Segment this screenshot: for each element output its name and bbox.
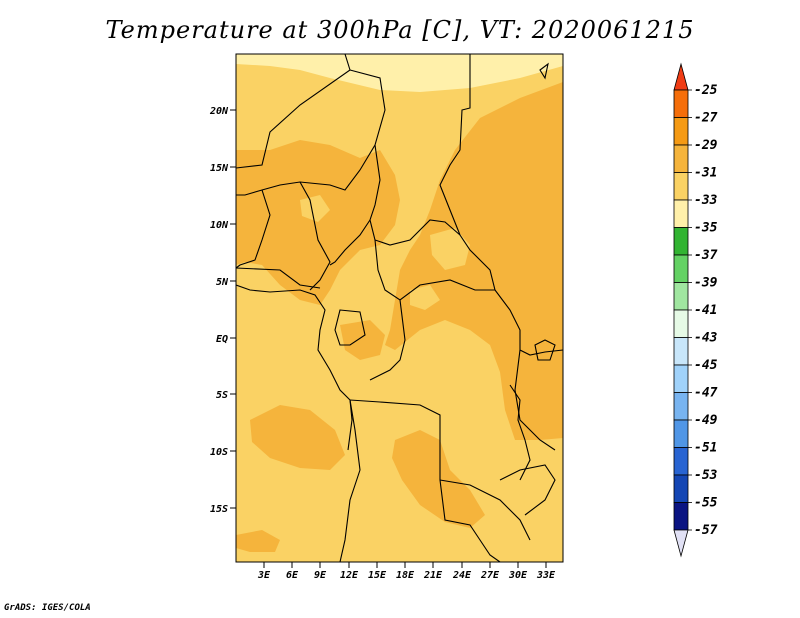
lon-tick-label: 21E	[423, 570, 443, 581]
map-panel	[236, 54, 563, 562]
cool-region-north	[236, 54, 563, 92]
lat-tick-label: 15N	[210, 163, 229, 174]
lat-tick-label: EQ	[216, 334, 228, 345]
colorbar-top-triangle	[673, 62, 689, 91]
warm-regions	[236, 82, 563, 552]
colorbar-label: -39	[694, 276, 718, 291]
colorbar-segment	[673, 309, 689, 338]
lat-tick-label: 20N	[209, 106, 229, 117]
colorbar-label: -47	[694, 386, 718, 401]
colorbar-label: -57	[694, 523, 718, 538]
colorbar-label: -33	[694, 193, 718, 208]
colorbar-label: -51	[694, 441, 717, 456]
map-frame	[235, 53, 564, 563]
colorbar-label: -55	[694, 496, 718, 511]
colorbar-label: -35	[694, 221, 718, 236]
colorbar-segment	[673, 172, 689, 201]
map-title: Temperature at 300hPa [C], VT: 202006121…	[105, 16, 695, 44]
cool-patches	[300, 195, 470, 310]
colorbar-segment	[673, 199, 689, 228]
colorbar-label: -29	[694, 138, 718, 153]
colorbar-segment	[673, 117, 689, 146]
lat-axis	[230, 109, 236, 509]
colorbar-segment	[673, 282, 689, 311]
colorbar-segment	[673, 144, 689, 173]
colorbar-segment	[673, 474, 689, 503]
country-borders	[236, 54, 563, 562]
colorbar-label: -31	[694, 166, 717, 181]
lat-tick-label: 10N	[210, 220, 229, 231]
lat-tick-label: 5S	[216, 390, 228, 401]
colorbar-segment	[673, 447, 689, 476]
lon-tick-label: 33E	[536, 570, 556, 581]
colorbar-segment	[673, 502, 689, 531]
colorbar-segment	[673, 337, 689, 366]
colorbar-label: -53	[694, 468, 718, 483]
lat-tick-label: 15S	[210, 504, 228, 515]
colorbar-segment	[673, 392, 689, 421]
coastline	[236, 62, 556, 481]
grads-credit: GrADS: IGES/COLA	[4, 603, 91, 613]
lon-tick-label: 15E	[368, 570, 387, 581]
lat-tick-label: 5N	[216, 277, 229, 288]
lat-tick-label: 10S	[210, 447, 228, 458]
colorbar-segment	[673, 364, 689, 393]
lon-tick-label: 30E	[508, 570, 528, 581]
colorbar-label: -37	[694, 248, 718, 263]
colorbar-segment	[673, 254, 689, 283]
lon-tick-label: 24E	[452, 570, 472, 581]
colorbar-label: -45	[694, 358, 718, 373]
colorbar-bottom-triangle	[673, 529, 689, 558]
lon-axis	[263, 562, 547, 568]
colorbar-label: -49	[694, 413, 718, 428]
lon-tick-label: 3E	[257, 570, 271, 581]
colorbar-label: -25	[694, 83, 718, 98]
lon-tick-label: 12E	[340, 570, 359, 581]
colorbar-label: -27	[694, 111, 718, 126]
lon-tick-label: 18E	[396, 570, 415, 581]
lon-tick-label: 27E	[480, 570, 500, 581]
colorbar-segment	[673, 89, 689, 118]
lon-tick-label: 9E	[314, 570, 327, 581]
colorbar-label: -41	[694, 303, 717, 318]
lon-tick-label: 6E	[286, 570, 299, 581]
colorbar-segment	[673, 227, 689, 256]
colorbar-label: -43	[694, 331, 718, 346]
colorbar-segment	[673, 419, 689, 448]
colorbar: -25 -27 -29 -31 -33 -35 -37 -39 -41 -43 -45 -47 -49 -…	[673, 62, 718, 558]
